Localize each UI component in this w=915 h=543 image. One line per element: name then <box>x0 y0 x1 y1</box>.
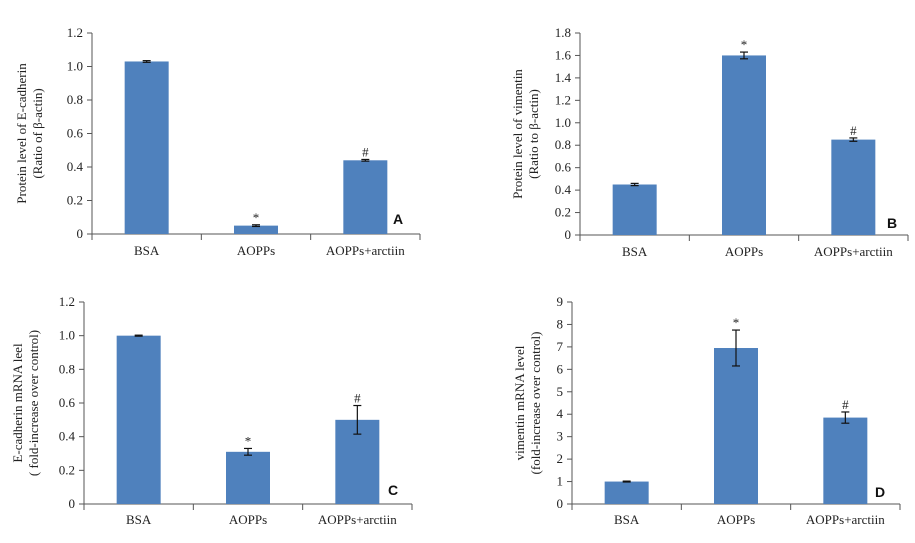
y-axis-label: (fold-increase over control) <box>528 332 543 475</box>
bar <box>714 348 758 504</box>
y-tick-label: 1.2 <box>555 92 571 107</box>
significance-marker: # <box>842 397 849 412</box>
category-label: AOPPs <box>717 512 755 527</box>
significance-marker: * <box>245 433 252 448</box>
panel-letter: D <box>875 484 885 500</box>
y-tick-label: 2 <box>557 451 564 466</box>
chart-panel-b: 0 0.2 0.4 0.6 0.8 1.0 1.2 1.4 1.6 1.8 BSA * AOPPs # AO… <box>510 25 909 259</box>
y-tick-label: 1.0 <box>555 115 571 130</box>
y-tick-label: 0.6 <box>555 160 572 175</box>
y-tick-label: 0.2 <box>67 193 83 208</box>
chart-panel-c: 0 0.2 0.4 0.6 0.8 1.0 1.2 BSA * AOPPs # AOPPs+arcti… <box>10 294 413 527</box>
bar <box>831 139 876 235</box>
significance-marker: * <box>733 315 740 330</box>
y-tick-label: 1 <box>557 474 564 489</box>
y-tick-label: 1.2 <box>59 294 75 309</box>
y-tick-label: 8 <box>557 316 564 331</box>
y-tick-label: 0 <box>69 496 76 511</box>
panel-letter: C <box>388 482 398 498</box>
y-tick-label: 0.6 <box>67 126 84 141</box>
bar <box>226 451 270 504</box>
y-tick-label: 0.4 <box>67 159 84 174</box>
chart-panel-a: 0 0.2 0.4 0.6 0.8 1.0 1.2 BSA * AOPPs # AOPPs+arcti… <box>14 25 421 258</box>
y-tick-label: 0.2 <box>555 205 571 220</box>
significance-marker: * <box>253 210 260 225</box>
y-tick-label: 9 <box>557 294 564 309</box>
significance-marker: # <box>850 123 857 138</box>
significance-marker: # <box>362 144 369 159</box>
y-axis-label: E-cadherin mRNA leel <box>10 343 25 463</box>
category-label: AOPPs+arctiin <box>806 512 885 527</box>
y-tick-label: 0 <box>565 227 572 242</box>
y-tick-label: 0.8 <box>59 361 75 376</box>
significance-marker: * <box>741 37 748 52</box>
y-tick-label: 1.8 <box>555 25 571 40</box>
y-tick-label: 0.2 <box>59 462 75 477</box>
panel-letter: A <box>393 211 403 227</box>
category-label: AOPPs+arctiin <box>814 244 893 259</box>
category-label: BSA <box>134 243 160 258</box>
significance-marker: # <box>354 391 361 406</box>
y-tick-label: 1.4 <box>555 70 572 85</box>
chart-panel-d: 0 1 2 3 4 5 6 7 8 9 BSA * AOPPs # AOPPs+arctiin vimenti… <box>512 294 901 527</box>
y-tick-label: 0.6 <box>59 395 76 410</box>
y-tick-label: 6 <box>557 361 564 376</box>
y-axis-label: vimentin mRNA level <box>512 345 527 460</box>
category-label: AOPPs <box>725 244 763 259</box>
category-label: AOPPs+arctiin <box>326 243 405 258</box>
y-tick-label: 0 <box>557 496 564 511</box>
y-tick-label: 0.8 <box>67 92 83 107</box>
y-tick-label: 1.6 <box>555 47 572 62</box>
y-axis-label: Protein level of vimentin <box>510 69 525 199</box>
y-tick-label: 4 <box>557 406 564 421</box>
y-axis-label: (Ratio of β-actin) <box>30 88 45 178</box>
bar <box>722 55 766 235</box>
y-tick-label: 0 <box>77 226 84 241</box>
category-label: AOPPs <box>237 243 275 258</box>
bar <box>823 417 868 504</box>
category-label: AOPPs <box>229 512 267 527</box>
y-axis-label: Protein level of E-cadherin <box>14 63 29 204</box>
panel-letter: B <box>887 215 897 231</box>
bar <box>234 225 278 234</box>
category-label: AOPPs+arctiin <box>318 512 397 527</box>
y-tick-label: 1.0 <box>67 59 83 74</box>
category-label: BSA <box>126 512 152 527</box>
y-tick-label: 0.4 <box>555 182 572 197</box>
y-axis-label: ( fold-increase over control) <box>26 330 41 476</box>
y-axis-label: (Ratio to β-actin) <box>526 89 541 179</box>
y-tick-label: 3 <box>557 429 564 444</box>
y-tick-label: 5 <box>557 384 564 399</box>
category-label: BSA <box>614 512 640 527</box>
bar <box>124 61 169 234</box>
bar <box>116 335 161 504</box>
y-tick-label: 1.2 <box>67 25 83 40</box>
y-tick-label: 1.0 <box>59 328 75 343</box>
bar <box>612 184 657 235</box>
category-label: BSA <box>622 244 648 259</box>
y-tick-label: 0.8 <box>555 137 571 152</box>
bar <box>343 160 388 234</box>
y-tick-label: 0.4 <box>59 429 76 444</box>
bar <box>604 481 649 504</box>
y-tick-label: 7 <box>557 339 564 354</box>
